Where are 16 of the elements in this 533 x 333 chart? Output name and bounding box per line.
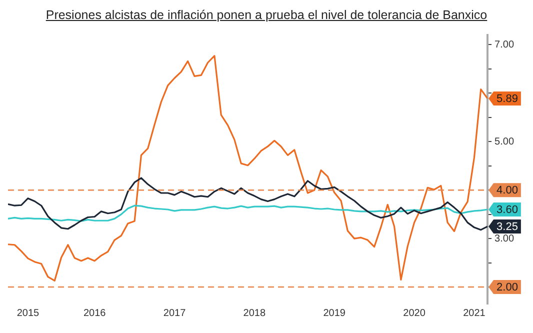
y-tick-label: 7.00 [494,39,514,50]
x-tick-label: 2021 [463,308,486,319]
ref-line-label: 4.00 [496,184,518,197]
y-tick-label: 3.00 [494,233,514,244]
x-tick-label: 2017 [163,308,186,319]
y-tick-label: 5.00 [494,136,514,148]
x-tick-label: 2019 [323,308,346,319]
x-tick-label: 2015 [16,308,40,319]
chart-title: Presiones alcistas de inflación ponen a prueba el nivel de tolerancia de Banxico [44,8,488,22]
data-label: 5.89 [496,93,518,106]
data-label: 3.60 [496,204,518,216]
x-tick-label: 2020 [403,308,426,319]
ref-line-label: 2.00 [496,282,518,294]
x-tick-label: 2016 [83,308,106,319]
x-tick-label: 2018 [243,308,266,319]
data-label: 3.25 [496,220,518,233]
